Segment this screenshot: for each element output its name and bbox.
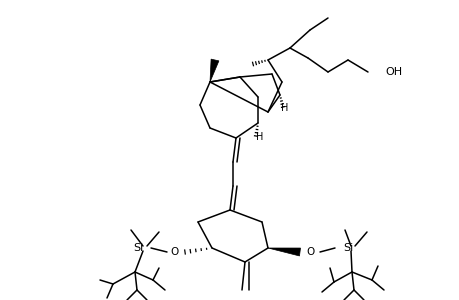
Text: O: O — [170, 247, 179, 257]
Text: O: O — [306, 247, 314, 257]
Text: Si: Si — [342, 243, 353, 253]
Text: H: H — [256, 132, 263, 142]
Polygon shape — [268, 248, 300, 256]
Text: H: H — [281, 103, 288, 113]
Text: OH: OH — [384, 67, 401, 77]
Text: Si: Si — [133, 243, 143, 253]
Polygon shape — [210, 59, 218, 82]
